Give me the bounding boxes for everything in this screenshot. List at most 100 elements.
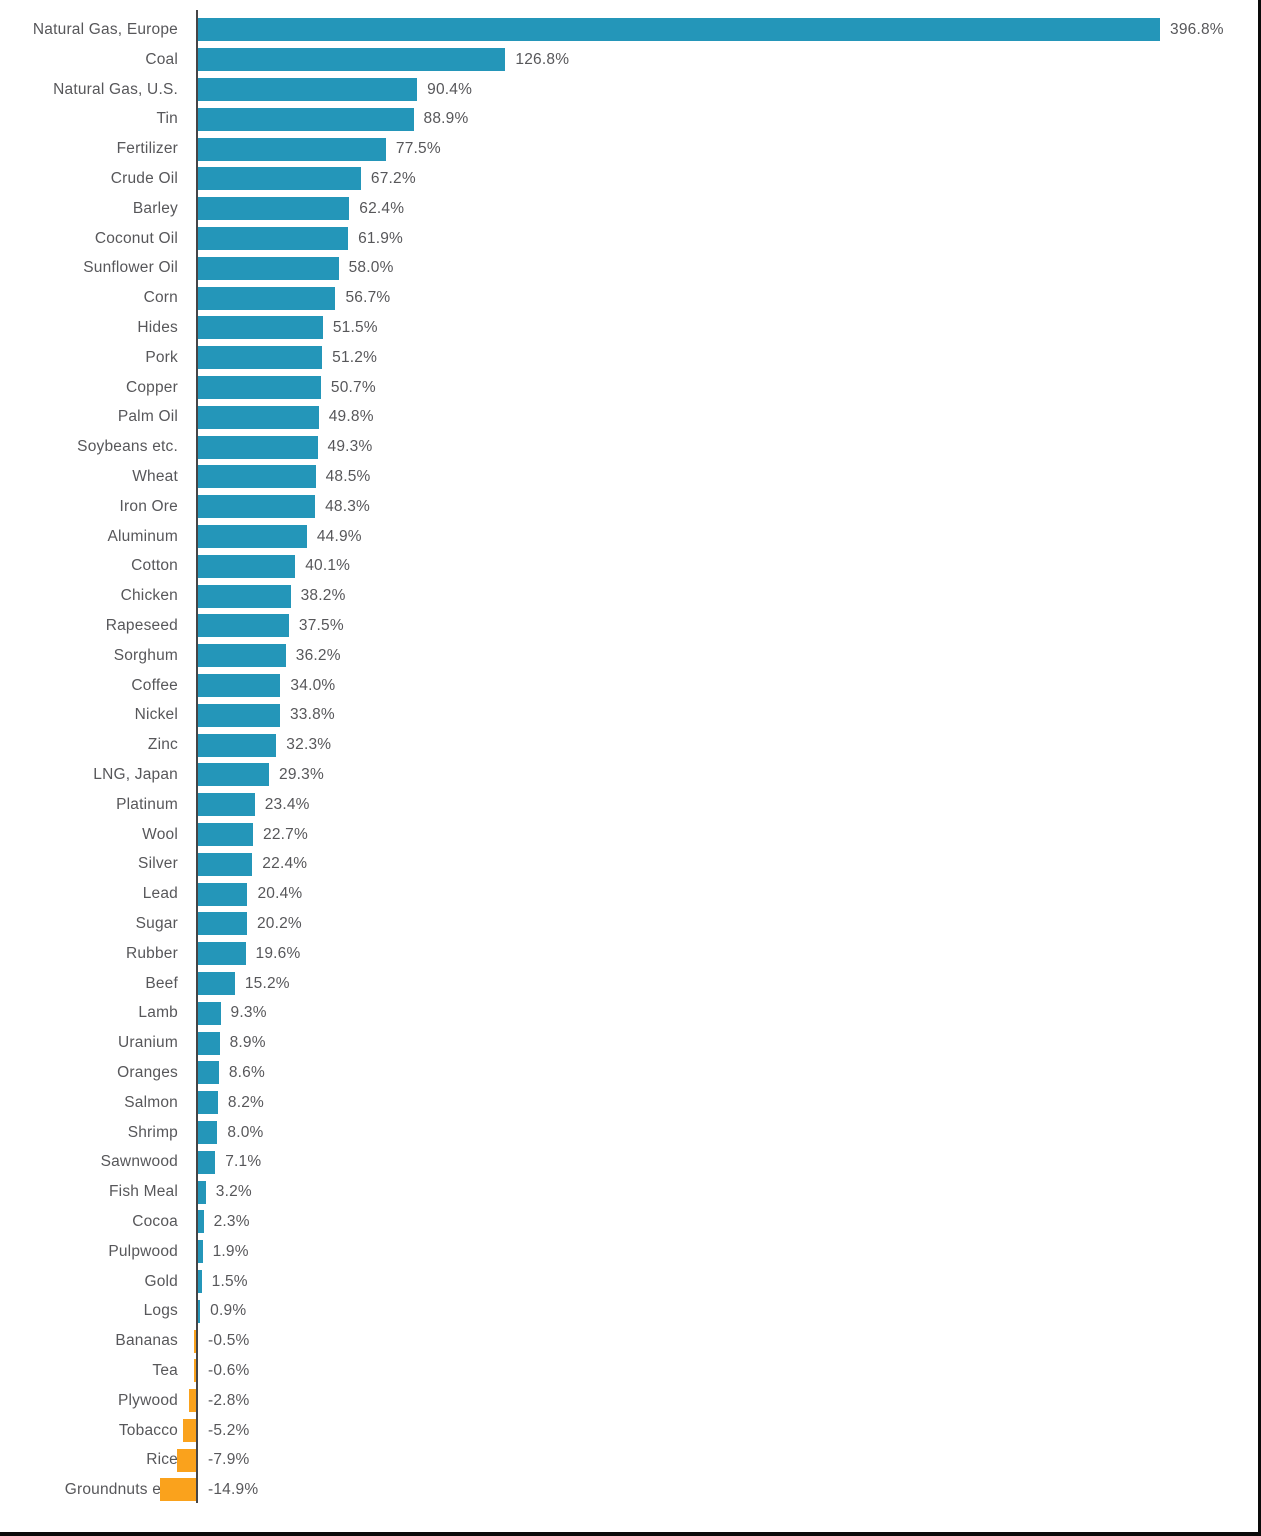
positive-bar xyxy=(198,1299,201,1323)
zero-baseline-axis xyxy=(196,10,198,1503)
category-label: Iron Ore xyxy=(119,497,178,515)
category-label: Sorghum xyxy=(113,646,178,664)
bar-row: Wool 22.7% xyxy=(0,820,1258,850)
category-label: Coffee xyxy=(131,676,178,694)
positive-bar xyxy=(198,971,235,995)
value-label: 48.3% xyxy=(325,497,371,515)
negative-bar xyxy=(194,1329,196,1353)
category-label: Fish Meal xyxy=(109,1183,178,1201)
positive-bar xyxy=(198,346,323,370)
value-label: 20.4% xyxy=(257,885,303,903)
bar-row: Sugar 20.2% xyxy=(0,909,1258,939)
value-label: 90.4% xyxy=(427,80,473,98)
value-label: 15.2% xyxy=(244,974,290,992)
value-label: 22.7% xyxy=(263,825,308,843)
positive-bar xyxy=(198,584,291,608)
bar-row: Platinum 23.4% xyxy=(0,790,1258,820)
category-label: Plywood xyxy=(118,1391,178,1409)
value-label: -2.8% xyxy=(208,1391,250,1409)
value-label: 40.1% xyxy=(305,557,351,575)
positive-bar xyxy=(198,107,414,131)
bar-row: Logs 0.9% xyxy=(0,1296,1258,1326)
bar-row: Plywood -2.8% xyxy=(0,1386,1258,1416)
bar-row: Oranges 8.6% xyxy=(0,1058,1258,1088)
category-label: Pulpwood xyxy=(108,1242,178,1260)
positive-bar xyxy=(198,852,253,876)
bar-row: Fertilizer 77.5% xyxy=(0,134,1258,164)
bar-row: Chicken 38.2% xyxy=(0,581,1258,611)
positive-bar xyxy=(198,227,349,251)
bar-row: Bananas -0.5% xyxy=(0,1326,1258,1356)
category-label: Barley xyxy=(132,199,178,217)
value-label: 1.5% xyxy=(211,1272,248,1290)
category-label: Hides xyxy=(137,319,178,337)
bar-row: Sunflower Oil 58.0% xyxy=(0,253,1258,283)
category-label: Soybeans etc. xyxy=(77,438,178,456)
category-label: Crude Oil xyxy=(110,170,178,188)
value-label: 8.0% xyxy=(227,1123,264,1141)
category-label: Corn xyxy=(143,289,178,307)
category-label: Wheat xyxy=(132,468,178,486)
value-label: 8.9% xyxy=(229,1034,266,1052)
category-label: Chicken xyxy=(120,587,178,605)
category-label: Silver xyxy=(138,855,178,873)
category-label: Platinum xyxy=(116,795,178,813)
value-label: 44.9% xyxy=(316,527,362,545)
value-label: 33.8% xyxy=(289,706,335,724)
bar-row: Iron Ore 48.3% xyxy=(0,492,1258,522)
bar-row: Sawnwood 7.1% xyxy=(0,1147,1258,1177)
positive-bar xyxy=(198,882,248,906)
positive-bar xyxy=(198,1240,203,1264)
positive-bar xyxy=(198,286,336,310)
category-label: Rapeseed xyxy=(105,617,178,635)
value-label: 48.5% xyxy=(325,468,371,486)
positive-bar xyxy=(198,256,339,280)
bar-row: Beef 15.2% xyxy=(0,969,1258,999)
negative-bar xyxy=(159,1478,196,1502)
positive-bar xyxy=(198,1210,204,1234)
value-label: 77.5% xyxy=(395,140,441,158)
category-label: Salmon xyxy=(124,1093,178,1111)
bar-row: Zinc 32.3% xyxy=(0,730,1258,760)
bar-row: Tea -0.6% xyxy=(0,1356,1258,1386)
category-label: Nickel xyxy=(134,706,178,724)
category-label: Copper xyxy=(125,378,178,396)
category-label: Coal xyxy=(145,50,178,68)
category-label: Gold xyxy=(144,1272,178,1290)
bar-row: Rubber 19.6% xyxy=(0,939,1258,969)
positive-bar xyxy=(198,376,321,400)
value-label: 19.6% xyxy=(255,944,301,962)
value-label: 29.3% xyxy=(279,766,324,783)
bar-row: Aluminum 44.9% xyxy=(0,522,1258,552)
category-label: Sunflower Oil xyxy=(83,259,178,277)
positive-bar xyxy=(198,942,246,966)
value-label: 3.2% xyxy=(215,1183,252,1201)
bar-row: Natural Gas, U.S. 90.4% xyxy=(0,75,1258,105)
category-label: Beef xyxy=(145,974,178,992)
category-label: Uranium xyxy=(118,1034,178,1052)
value-label: 0.9% xyxy=(210,1302,247,1320)
value-label: 23.4% xyxy=(264,795,310,813)
bar-row: Salmon 8.2% xyxy=(0,1088,1258,1118)
value-label: 49.8% xyxy=(328,408,374,426)
category-label: Zinc xyxy=(147,736,178,754)
positive-bar xyxy=(198,614,289,638)
bar-row: Rice -7.9% xyxy=(0,1445,1258,1475)
value-label: 51.2% xyxy=(332,348,378,366)
value-label: 37.5% xyxy=(298,617,344,635)
positive-bar xyxy=(198,1091,218,1115)
value-label: -7.9% xyxy=(208,1451,250,1469)
positive-bar xyxy=(198,465,316,489)
bar-row: Cocoa 2.3% xyxy=(0,1207,1258,1237)
positive-bar xyxy=(198,18,1160,42)
bar-row: Copper 50.7% xyxy=(0,373,1258,403)
value-label: 8.6% xyxy=(228,1063,265,1081)
positive-bar xyxy=(198,793,255,817)
category-label: Sawnwood xyxy=(100,1153,178,1171)
bar-row: Rapeseed 37.5% xyxy=(0,611,1258,641)
category-label: Tea xyxy=(152,1361,178,1379)
category-label: Aluminum xyxy=(107,527,178,545)
value-label: 396.8% xyxy=(1170,21,1224,39)
value-label: 67.2% xyxy=(370,170,416,188)
positive-bar xyxy=(198,1180,206,1204)
